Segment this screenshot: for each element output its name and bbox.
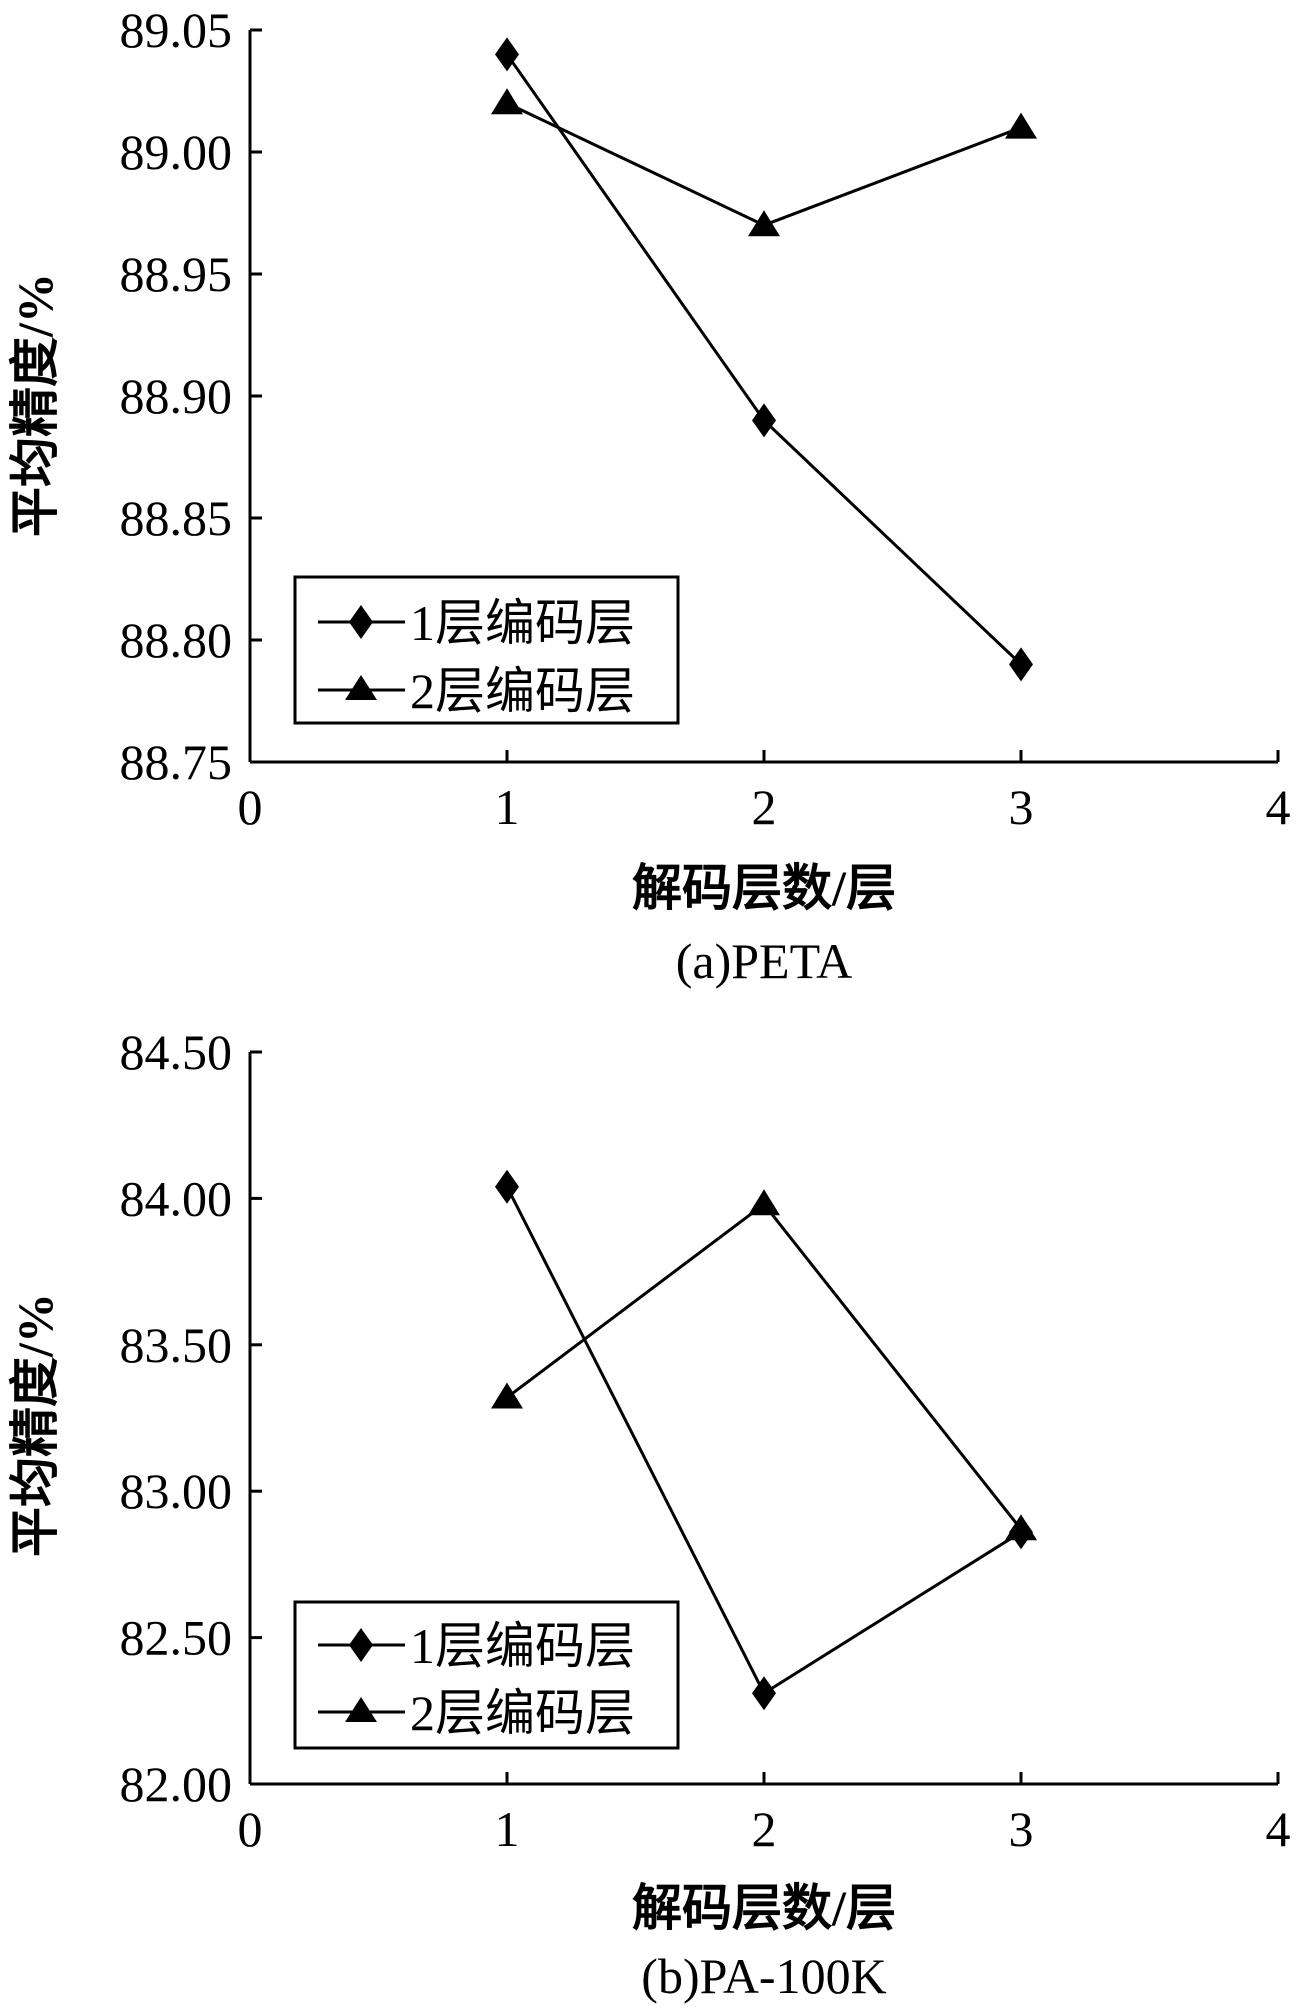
y-tick-label: 88.75 <box>120 734 233 790</box>
x-tick-label: 3 <box>1009 779 1034 835</box>
data-point-diamond <box>752 1676 776 1711</box>
data-point-diamond <box>1009 647 1033 682</box>
x-tick-label: 2 <box>752 779 777 835</box>
data-point-triangle <box>1005 1514 1037 1541</box>
y-tick-label: 88.80 <box>120 612 233 668</box>
legend-marker-triangle <box>345 1697 377 1722</box>
y-tick-label: 83.50 <box>120 1317 233 1373</box>
data-point-diamond <box>752 403 776 438</box>
legend: 1层编码层 2层编码层 <box>293 1600 680 1750</box>
y-tick-label: 88.85 <box>120 490 233 546</box>
legend-item-series-1: 1层编码层 <box>318 1618 635 1674</box>
legend-marker-diamond <box>349 605 373 639</box>
data-point-triangle <box>748 210 780 237</box>
x-tick-label: 0 <box>238 1801 263 1857</box>
y-ticks: 88.75 88.80 88.85 88.90 88.95 89.00 89.05 <box>120 2 262 790</box>
x-tick-label: 1 <box>495 779 520 835</box>
legend-label-series-2: 2层编码层 <box>410 663 635 719</box>
legend: 1层编码层 2层编码层 <box>293 575 680 725</box>
x-axis-label: 解码层数/层 <box>632 1880 896 1936</box>
y-tick-label: 82.00 <box>120 1756 233 1812</box>
x-tick-label: 4 <box>1266 779 1291 835</box>
y-tick-label: 88.90 <box>120 368 233 424</box>
x-ticks: 0 1 2 3 4 <box>238 1772 1291 1857</box>
data-point-triangle <box>491 88 523 115</box>
data-point-diamond <box>495 37 519 72</box>
x-tick-label: 3 <box>1009 1801 1034 1857</box>
y-tick-label: 89.05 <box>120 2 233 58</box>
legend-box <box>293 1600 680 1750</box>
chart-panel-pa100k: 82.00 82.50 83.00 83.50 84.00 84.50 0 1 2 3 4 1层编… <box>7 1024 1291 2004</box>
legend-marker-diamond <box>349 1628 373 1662</box>
x-axis-label: 解码层数/层 <box>632 860 896 916</box>
x-tick-label: 0 <box>238 779 263 835</box>
x-ticks: 0 1 2 3 4 <box>238 750 1291 835</box>
series-line-1 <box>505 53 1023 666</box>
data-point-triangle <box>748 1189 780 1216</box>
y-tick-label: 84.50 <box>120 1024 233 1080</box>
data-point-triangle <box>491 1382 523 1409</box>
chart-caption: (b)PA-100K <box>641 1948 886 2004</box>
data-point-diamond <box>495 1169 519 1204</box>
legend-item-series-2: 2层编码层 <box>318 663 635 719</box>
y-tick-label: 84.00 <box>120 1170 233 1226</box>
y-axis-label: 平均精度/% <box>7 1293 63 1557</box>
x-tick-label: 1 <box>495 1801 520 1857</box>
legend-label-series-1: 1层编码层 <box>410 1618 635 1674</box>
legend-item-series-2: 2层编码层 <box>318 1685 635 1741</box>
legend-item-series-1: 1层编码层 <box>318 595 635 651</box>
series-layer <box>491 37 1037 682</box>
x-tick-label: 2 <box>752 1801 777 1857</box>
y-tick-label: 82.50 <box>120 1610 233 1666</box>
y-axis-label: 平均精度/% <box>7 273 63 537</box>
legend-label-series-1: 1层编码层 <box>410 595 635 651</box>
y-tick-label: 83.00 <box>120 1463 233 1519</box>
x-tick-label: 4 <box>1266 1801 1291 1857</box>
legend-marker-triangle <box>345 675 377 700</box>
y-tick-label: 88.95 <box>120 246 233 302</box>
legend-label-series-2: 2层编码层 <box>410 1685 635 1741</box>
y-ticks: 82.00 82.50 83.00 83.50 84.00 84.50 <box>120 1024 262 1812</box>
series-line-2 <box>506 1202 1023 1531</box>
y-tick-label: 89.00 <box>120 124 233 180</box>
chart-panel-peta: 88.75 88.80 88.85 88.90 88.95 89.00 89.05 0 1 2 3… <box>7 2 1291 989</box>
data-point-triangle <box>1005 112 1037 139</box>
chart-caption: (a)PETA <box>676 933 853 989</box>
series-layer <box>491 1169 1037 1711</box>
